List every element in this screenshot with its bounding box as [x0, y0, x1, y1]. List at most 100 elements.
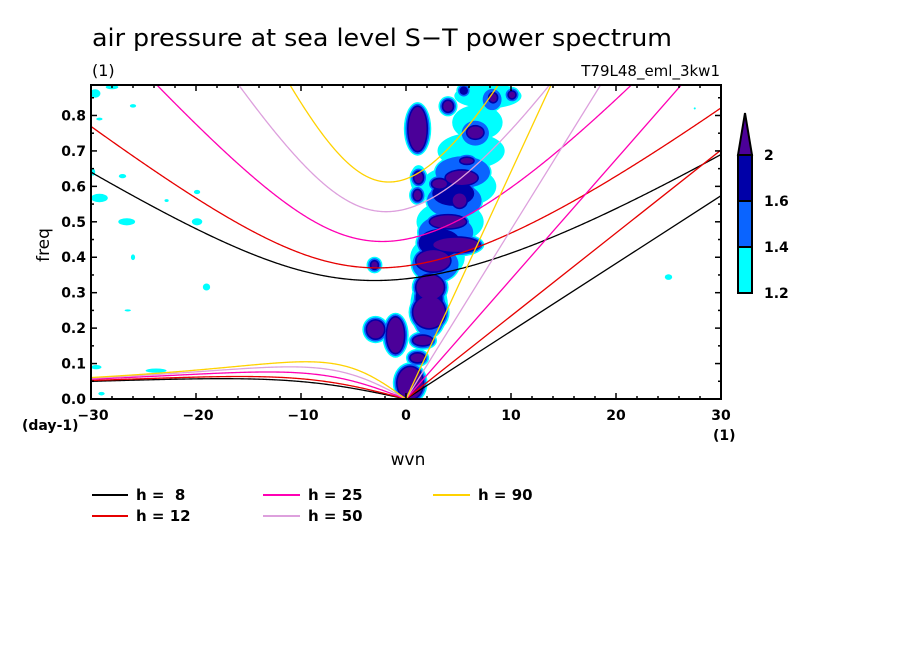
contour-fill-level-2: [413, 296, 445, 329]
contour-fill-level-1p2: [124, 309, 131, 312]
contour-fill-level-2: [430, 215, 466, 229]
legend-item-h90: h = 90: [433, 486, 533, 504]
contour-fill-level-2: [452, 193, 467, 208]
y-tick-label: 0.3: [61, 286, 86, 302]
x-tick-labels: −30 −20 −10 0 10 20 30: [77, 408, 731, 424]
y-tick-label: 0.0: [61, 392, 86, 408]
kelvin-curve-h12: [405, 149, 721, 399]
legend-item-h25: h = 25: [263, 486, 363, 504]
contour-fill-level-1p2: [91, 89, 101, 98]
legend: h = 8 h = 12 h = 25 h = 50 h = 90: [92, 486, 533, 525]
contour-fill-level-1p2: [129, 104, 137, 108]
rossby-n1-curve-h25: [91, 371, 407, 399]
experiment-label: T79L48_eml_3kw1: [580, 62, 720, 81]
colorbar-label: 1.4: [764, 240, 789, 256]
contour-fill-level-2: [371, 261, 378, 269]
x-units-label: (1): [713, 428, 736, 444]
rossby-n1-curve-h12: [91, 375, 407, 399]
inertia-gravity-n1-curve-h12: [91, 107, 721, 269]
inertia-gravity-n1-curve-h25: [156, 85, 633, 243]
legend-label-h8: h = 8: [136, 486, 185, 504]
contour-fill-level-2: [367, 320, 384, 339]
axis-ticks: [90, 85, 722, 400]
legend-label-h90: h = 90: [478, 486, 533, 504]
y-tick-label: 0.6: [61, 179, 86, 195]
contour-fill-level-1p2: [91, 364, 102, 370]
contour-fill-level-1p6: [459, 86, 468, 95]
x-tick-label: 20: [606, 408, 626, 424]
rossby-n1-curve-h50: [91, 366, 407, 399]
legend-item-h12: h = 12: [92, 507, 191, 525]
contour-fill-level-2: [408, 106, 427, 151]
contour-fill-level-1p2: [118, 218, 136, 226]
y-tick-label: 0.8: [61, 109, 86, 125]
y-tick-label: 0.2: [61, 321, 86, 337]
y-tick-labels: 0.0 0.1 0.2 0.3 0.4 0.5 0.6 0.7 0.8: [61, 109, 86, 409]
contour-fill-level-2: [508, 91, 516, 99]
y-tick-label: 0.4: [61, 250, 86, 266]
chart-title: air pressure at sea level S−T power spec…: [92, 24, 672, 52]
contour-fill-level-1p2: [145, 368, 167, 373]
inertia-gravity-n1-curve-h8: [91, 153, 721, 282]
contour-fill-level-2: [416, 274, 444, 300]
contour-layer: [91, 85, 696, 399]
units-label: (1): [92, 61, 115, 80]
contour-fill-level-1p2: [191, 218, 203, 226]
x-tick-label: 30: [711, 408, 731, 424]
rossby-n1-curve-h90: [91, 361, 407, 399]
contour-fill-level-2: [413, 190, 422, 201]
kelvin-curve-h90: [405, 85, 552, 399]
contour-fill-level-2: [387, 317, 404, 353]
legend-item-h50: h = 50: [263, 507, 363, 525]
x-tick-label: 10: [501, 408, 521, 424]
contour-fill-level-1p2: [98, 391, 105, 396]
contour-fill-level-2: [443, 100, 453, 112]
y-tick-label: 0.1: [61, 357, 86, 373]
x-tick-label: −30: [77, 408, 108, 424]
inertia-gravity-n1-curve-h50: [237, 85, 551, 213]
colorbar-segment-1p6: [737, 154, 753, 202]
y-units-label: (day-1): [22, 418, 79, 434]
colorbar-segment-1p4: [737, 200, 753, 248]
colorbar-label: 1.6: [764, 194, 789, 210]
x-axis-label: wvn: [391, 450, 426, 470]
kelvin-curve-h8: [405, 195, 721, 399]
colorbar-label: 1.2: [764, 286, 789, 302]
dispersion-curves-layer: [91, 85, 721, 399]
colorbar: 1.2 1.4 1.6 2: [736, 112, 789, 302]
legend-label-h25: h = 25: [308, 486, 363, 504]
kelvin-curve-h50: [405, 85, 602, 399]
contour-fill-level-1p2: [96, 117, 103, 121]
contour-fill-level-1p2: [202, 283, 211, 291]
contour-fill-level-2: [432, 179, 447, 189]
contour-fill-level-1p2: [693, 107, 696, 110]
contour-fill-level-1p2: [664, 274, 673, 280]
rossby-n1-curve-h8: [91, 378, 407, 399]
contour-fill-level-2: [467, 126, 484, 139]
kelvin-curve-h25: [405, 85, 683, 399]
x-tick-label: −20: [182, 408, 213, 424]
y-tick-label: 0.5: [61, 215, 86, 231]
inertia-gravity-n1-curve-h90: [289, 85, 500, 183]
contour-fill-level-2: [413, 335, 433, 346]
y-axis-label: freq: [34, 228, 54, 262]
contour-fill-level-2: [460, 158, 474, 164]
legend-label-h12: h = 12: [136, 507, 191, 525]
legend-item-h8: h = 8: [92, 486, 185, 504]
colorbar-label: 2: [764, 148, 774, 164]
x-tick-label: 0: [401, 408, 411, 424]
y-tick-label: 0.7: [61, 144, 86, 160]
contour-fill-level-1p2: [193, 189, 201, 195]
colorbar-segment-1p2: [737, 246, 753, 294]
contour-fill-level-1p2: [130, 254, 136, 261]
legend-label-h50: h = 50: [308, 507, 363, 525]
x-tick-label: −10: [287, 408, 318, 424]
contour-fill-level-1p2: [164, 199, 169, 202]
contour-fill-level-2: [410, 353, 425, 363]
colorbar-extension-triangle: [736, 112, 754, 156]
contour-fill-level-2: [489, 93, 497, 103]
contour-fill-level-2: [433, 237, 480, 252]
contour-fill-level-1p2: [91, 193, 108, 203]
contour-fill-level-1p2: [118, 173, 127, 179]
